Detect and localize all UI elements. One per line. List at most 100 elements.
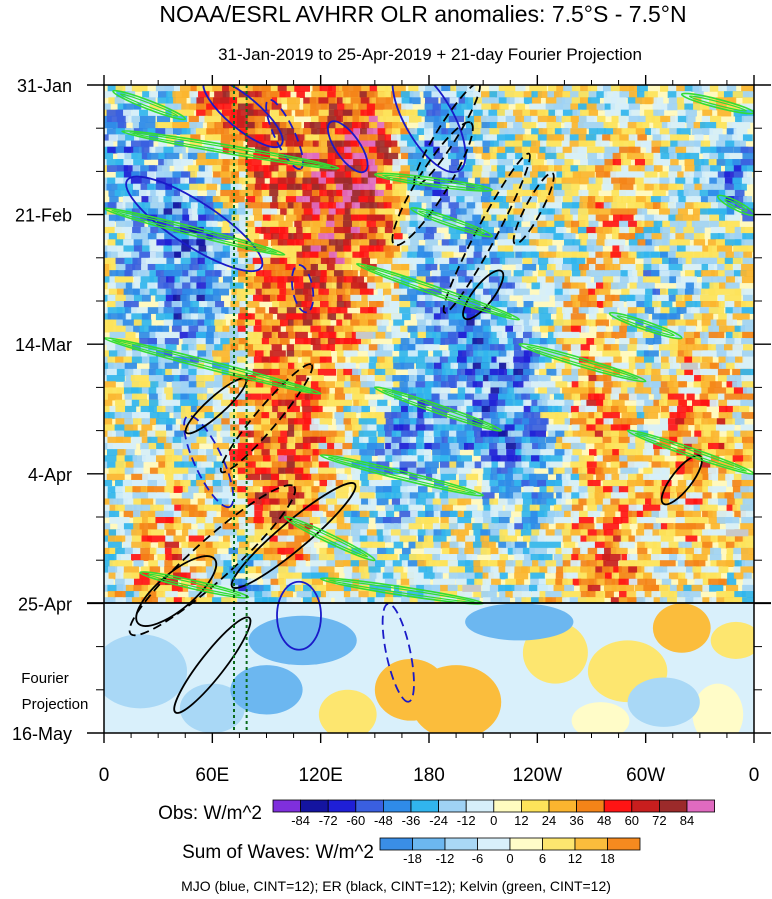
obs-cell — [277, 405, 295, 413]
obs-cell — [466, 331, 477, 339]
obs-cell — [172, 436, 188, 444]
obs-cell — [523, 338, 535, 345]
obs-cell — [228, 307, 247, 314]
obs-cell — [440, 430, 457, 438]
obs-cell — [123, 510, 140, 518]
obs-cell — [619, 146, 636, 154]
obs-cell — [416, 276, 432, 284]
obs-cell — [513, 226, 531, 234]
obs-cell — [181, 517, 195, 524]
obs-cell — [539, 263, 552, 271]
obs-cell — [409, 189, 421, 197]
obs-cell — [482, 442, 494, 450]
obs-cell — [238, 331, 251, 339]
obs-cell — [645, 492, 655, 500]
obs-cell — [374, 103, 393, 111]
obs-cell — [570, 152, 587, 160]
obs-cell — [221, 418, 237, 426]
obs-cell — [236, 356, 255, 364]
obs-cell — [571, 381, 584, 388]
obs-cell — [561, 504, 581, 512]
obs-cell — [586, 245, 603, 253]
obs-cell — [418, 171, 428, 179]
obs-cell — [360, 109, 373, 117]
obs-cell — [603, 301, 619, 308]
obs-cell — [310, 442, 326, 450]
obs-cell — [497, 307, 513, 314]
obs-cell — [440, 455, 458, 463]
obs-cell — [440, 270, 456, 277]
obs-cell — [375, 245, 391, 253]
obs-cell — [181, 467, 195, 475]
obs-cell — [231, 189, 241, 197]
obs-cell — [653, 442, 665, 450]
obs-cell — [368, 399, 381, 407]
obs-cell — [715, 424, 735, 432]
obs-cell — [743, 455, 753, 463]
obs-cell — [433, 134, 446, 142]
obs-cell — [483, 375, 493, 382]
obs-cell — [213, 461, 228, 469]
obs-cell — [165, 399, 178, 407]
obs-cell — [173, 202, 187, 210]
obs-cell — [556, 146, 566, 154]
obs-cell — [155, 189, 173, 197]
obs-cell — [424, 146, 440, 154]
obs-cell — [158, 307, 168, 314]
obs-cell — [115, 430, 131, 438]
obs-cell — [205, 479, 219, 487]
obs-cell — [293, 325, 312, 333]
obs-cell — [603, 196, 617, 203]
obs-cell — [440, 276, 457, 284]
obs-cell — [514, 202, 528, 210]
obs-cell — [246, 294, 259, 302]
obs-cell — [174, 479, 184, 487]
obs-cell — [189, 350, 204, 358]
obs-cell — [619, 498, 635, 506]
obs-cell — [531, 412, 543, 419]
obs-cell — [571, 263, 584, 271]
obs-cell — [553, 486, 572, 493]
obs-cell — [206, 331, 218, 339]
obs-cell — [636, 85, 648, 92]
obs-cell — [271, 399, 282, 407]
obs-cell — [710, 276, 720, 284]
obs-cell — [392, 455, 407, 463]
obs-cell — [197, 257, 211, 265]
obs-cell — [440, 473, 457, 481]
obs-cell — [383, 344, 401, 351]
obs-cell — [434, 257, 445, 265]
obs-cell — [206, 189, 216, 197]
obs-cell — [545, 97, 563, 105]
obs-cell — [343, 510, 358, 518]
obs-cell — [345, 325, 354, 333]
obs-cell — [104, 455, 117, 463]
obs-cell — [376, 498, 389, 506]
obs-cell — [262, 504, 275, 512]
obs-cell — [513, 362, 529, 370]
obs-cell — [229, 245, 244, 253]
obs-cell — [133, 517, 145, 524]
obs-cell — [579, 202, 593, 210]
obs-cell — [694, 140, 704, 148]
obs-cell — [490, 510, 503, 518]
obs-cell — [702, 498, 712, 506]
obs-cell — [296, 504, 306, 512]
obs-cell — [359, 510, 374, 518]
obs-cell — [279, 504, 290, 512]
obs-cell — [684, 85, 700, 92]
obs-cell — [586, 319, 603, 327]
obs-cell — [710, 202, 720, 210]
obs-cell — [716, 418, 733, 426]
obs-cell — [384, 140, 398, 148]
obs-cell — [141, 177, 152, 185]
obs-cell — [320, 103, 330, 111]
obs-cell — [734, 325, 746, 333]
obs-cell — [675, 294, 694, 302]
obs-cell — [230, 263, 242, 271]
obs-cell — [125, 449, 135, 456]
obs-cell — [596, 313, 607, 321]
obs-cell — [342, 442, 361, 450]
obs-cell — [708, 393, 726, 401]
obs-cell — [472, 399, 491, 407]
